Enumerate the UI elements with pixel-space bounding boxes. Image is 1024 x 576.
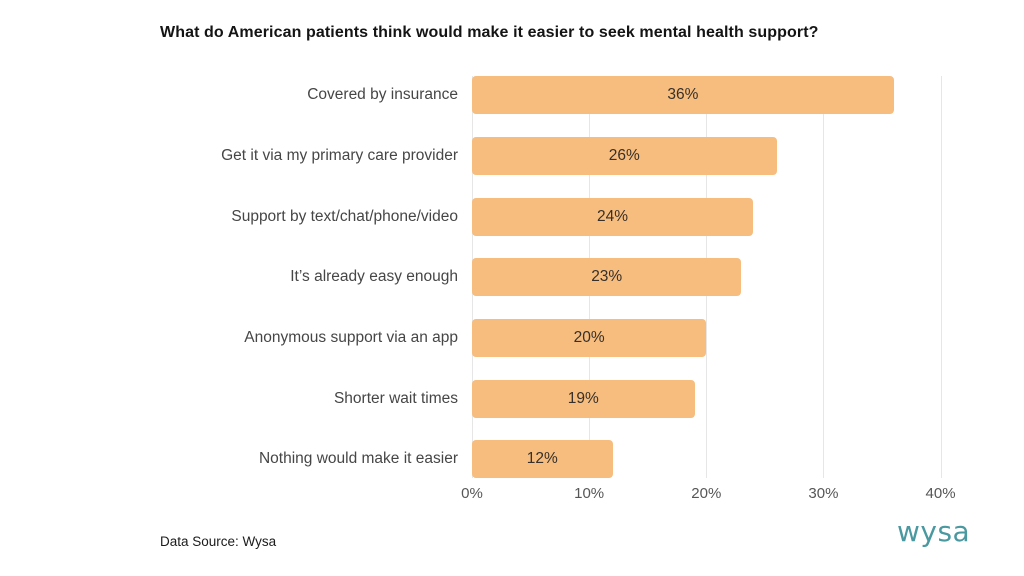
bar-chart: Covered by insurance 36% Get it via my pri… <box>160 65 1005 515</box>
category-label: It’s already easy enough <box>290 268 458 286</box>
bar-row: Anonymous support via an app 20% <box>160 308 1005 369</box>
category-label: Nothing would make it easier <box>258 450 458 468</box>
bar-row: Nothing would make it easier 12% <box>160 429 1005 490</box>
bar-rows: Covered by insurance 36% Get it via my pri… <box>160 65 1005 490</box>
bar-value-label: 12% <box>526 450 558 468</box>
bar-row: Support by text/chat/phone/video 24% <box>160 186 1005 247</box>
bar-plot-cell: 23% <box>472 258 1005 297</box>
bar: 23% <box>472 258 742 297</box>
bar-plot-cell: 12% <box>472 440 1005 479</box>
data-source-label: Data Source: Wysa <box>160 534 277 549</box>
category-label: Covered by insurance <box>307 86 458 104</box>
bar-row: Get it via my primary care provider 26% <box>160 126 1005 187</box>
bar-value-label: 20% <box>573 329 605 347</box>
bar-plot-cell: 19% <box>472 379 1005 418</box>
category-label: Anonymous support via an app <box>244 329 458 347</box>
bar-value-label: 26% <box>608 147 640 165</box>
bar-row: Covered by insurance 36% <box>160 65 1005 126</box>
wysa-logo: wysa <box>897 515 971 548</box>
x-axis-tick-label: 10% <box>574 485 605 502</box>
bar-plot-cell: 20% <box>472 319 1005 358</box>
bar-value-label: 23% <box>591 268 623 286</box>
x-axis-tick-label: 30% <box>808 485 839 502</box>
bar: 26% <box>472 137 777 176</box>
bar: 19% <box>472 379 695 418</box>
category-label: Get it via my primary care provider <box>221 147 458 165</box>
bar-value-label: 24% <box>597 207 629 225</box>
x-axis: 0% 10% 20% 30% 40% <box>461 485 1005 509</box>
bar: 36% <box>472 76 894 115</box>
bar-row: Shorter wait times 19% <box>160 368 1005 429</box>
bar-plot-cell: 24% <box>472 197 1005 236</box>
bar-row: It’s already easy enough 23% <box>160 247 1005 308</box>
category-label: Shorter wait times <box>333 389 458 407</box>
bar-value-label: 19% <box>567 389 599 407</box>
bar: 20% <box>472 319 707 358</box>
chart-title: What do American patients think would ma… <box>160 24 819 41</box>
bar: 12% <box>472 440 613 479</box>
x-axis-tick-label: 40% <box>925 485 956 502</box>
gridline <box>823 76 825 478</box>
x-axis-tick-label: 0% <box>461 485 483 502</box>
bar-plot-cell: 26% <box>472 137 1005 176</box>
category-label: Support by text/chat/phone/video <box>231 207 458 225</box>
bar-value-label: 36% <box>667 86 699 104</box>
x-axis-tick-label: 20% <box>691 485 722 502</box>
bar-plot-cell: 36% <box>472 76 1005 115</box>
bar: 24% <box>472 197 754 236</box>
gridline <box>940 76 942 478</box>
